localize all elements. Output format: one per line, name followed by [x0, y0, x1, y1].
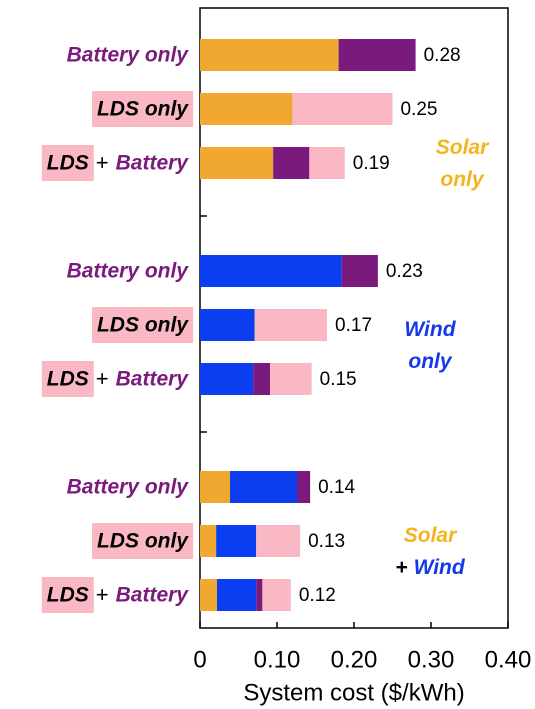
bar-segment [216, 579, 257, 611]
y-tick-label: LDS [47, 152, 89, 175]
bar-segment [292, 93, 393, 125]
bar-segment [200, 147, 274, 179]
x-axis-label: System cost ($/kWh) [243, 679, 464, 706]
y-tick-label: Battery [116, 584, 190, 607]
annotation-part: Solar [404, 524, 458, 547]
annotation-part: only [408, 350, 452, 373]
x-tick-label: 0.20 [331, 646, 378, 673]
bar-segment [216, 525, 257, 557]
y-tick-label: LDS only [97, 530, 189, 553]
bar-segment [270, 363, 312, 395]
y-tick-label: LDS only [97, 98, 189, 121]
bar-segment [200, 471, 231, 503]
bar-segment [297, 471, 311, 503]
bar-segment [200, 93, 293, 125]
annotation-part: Wind [404, 318, 456, 341]
total-label: 0.28 [424, 45, 461, 66]
y-tick-label: Battery [116, 152, 190, 175]
total-label: 0.25 [401, 99, 438, 120]
label-highlight [91, 523, 193, 559]
bar-segment [341, 255, 378, 287]
annotation: Solar [436, 136, 490, 159]
bar-segment [256, 579, 263, 611]
label-highlight [41, 577, 94, 613]
bar-segment [256, 525, 301, 557]
bar-segment [200, 525, 217, 557]
bar-segment [309, 147, 345, 179]
total-label: 0.15 [320, 369, 357, 390]
annotation-part: only [440, 168, 484, 191]
bar-segment [262, 579, 291, 611]
label-highlight [41, 145, 94, 181]
annotation: + Wind [395, 556, 466, 579]
bar-segment [338, 39, 416, 71]
y-tick-label: + [96, 150, 109, 175]
y-tick-label: + [96, 582, 109, 607]
x-tick-label: 0.10 [254, 646, 301, 673]
bar-segment [200, 363, 254, 395]
x-tick-label: 0.40 [485, 646, 532, 673]
bar-segment [200, 579, 217, 611]
annotation-part: + [395, 556, 407, 579]
annotation: only [408, 350, 452, 373]
bar-segment [254, 309, 328, 341]
y-tick-label: + [96, 366, 109, 391]
annotation: Wind [404, 318, 456, 341]
total-label: 0.19 [353, 153, 390, 174]
label-highlight [91, 307, 193, 343]
y-tick-label: LDS [47, 368, 89, 391]
bar-segment [273, 147, 310, 179]
total-label: 0.12 [299, 585, 336, 606]
annotation: Solar [404, 524, 458, 547]
y-tick-label: Battery only [67, 476, 190, 499]
y-tick-label: LDS [47, 584, 89, 607]
x-tick-label: 0 [193, 646, 206, 673]
annotation: only [440, 168, 484, 191]
bar-segment [200, 309, 255, 341]
total-label: 0.23 [386, 261, 423, 282]
y-tick-label: Battery only [67, 44, 190, 67]
bar-segment [253, 363, 271, 395]
total-label: 0.13 [308, 531, 345, 552]
label-highlight [91, 91, 193, 127]
x-tick-label: 0.30 [408, 646, 455, 673]
bar-segment [200, 255, 342, 287]
bar-segment [200, 39, 339, 71]
annotation-part: Wind [414, 556, 466, 579]
y-tick-label: Battery [116, 368, 190, 391]
total-label: 0.14 [318, 477, 355, 498]
y-tick-label: Battery only [67, 260, 190, 283]
y-tick-label: LDS only [97, 314, 189, 337]
total-label: 0.17 [335, 315, 372, 336]
bar-segment [230, 471, 298, 503]
label-highlight [41, 361, 94, 397]
annotation-part: Solar [436, 136, 490, 159]
